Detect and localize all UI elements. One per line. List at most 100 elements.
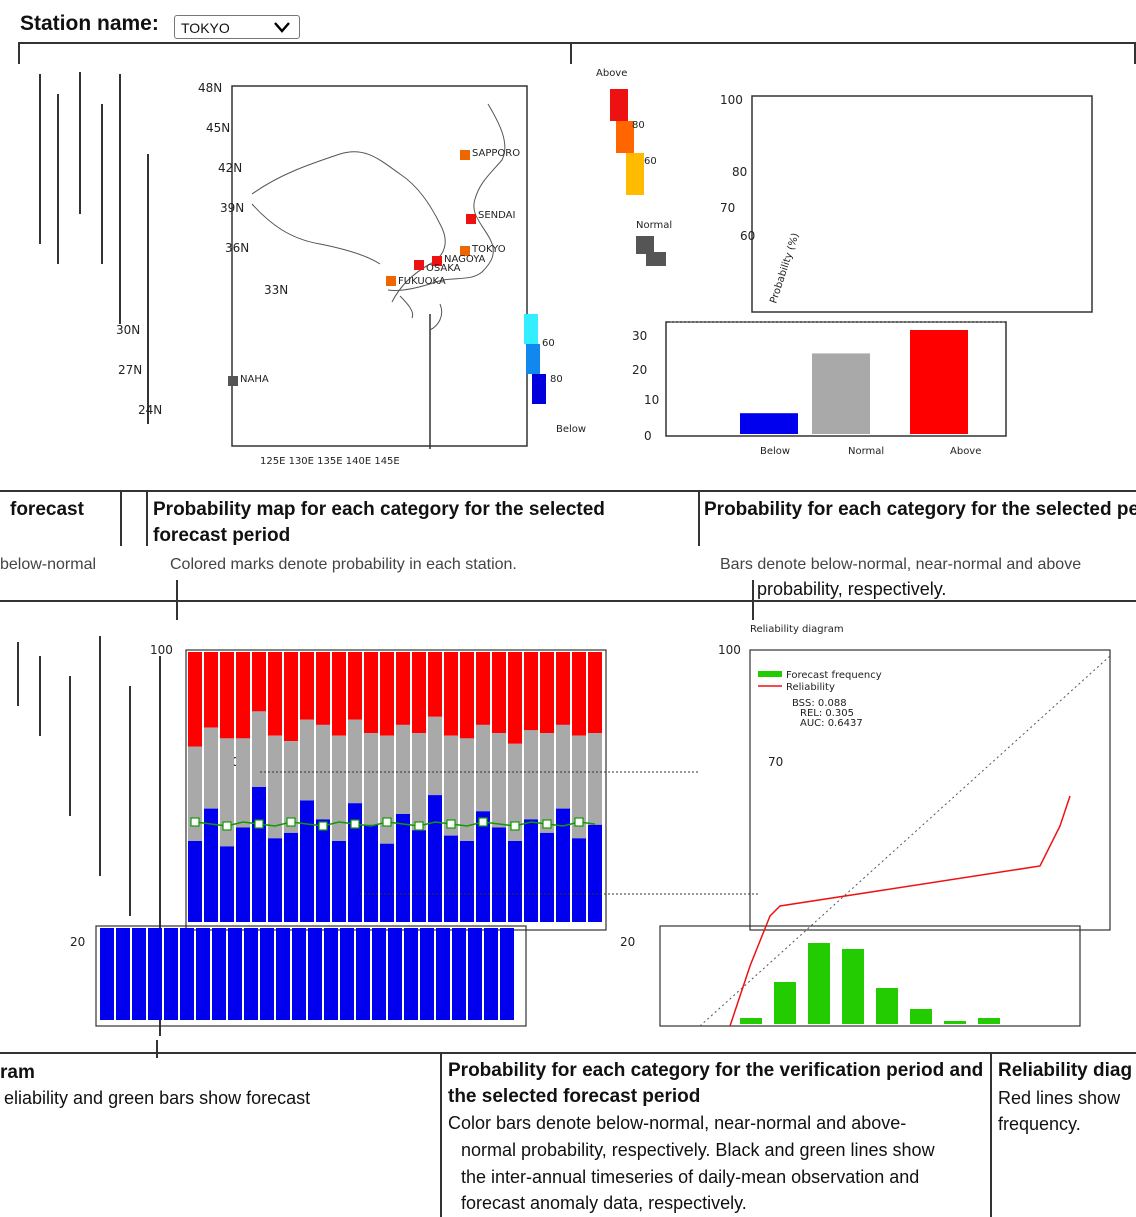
- caption-row1-div1: [120, 490, 122, 546]
- ts-bar-normal: [396, 724, 410, 814]
- ts-bar-normal: [444, 735, 458, 836]
- ts-lower-bar-below: [324, 928, 338, 1020]
- reliability-diagram: Reliability diagram Forecast frequency R…: [620, 624, 1111, 1027]
- ts-bar-above: [364, 652, 378, 733]
- station-select[interactable]: TOKYO: [174, 15, 300, 39]
- ts-bar-above: [412, 652, 426, 733]
- ts-lower-bar-below: [260, 928, 274, 1020]
- legend-tick-60: 60: [542, 338, 555, 349]
- forecast-frequency-bar-0: [740, 1018, 762, 1024]
- ts-bar-above: [236, 652, 250, 739]
- rel-y-tick-70: 70: [768, 755, 783, 769]
- timeseries-bar-chart: 100 70 20: [17, 636, 760, 1036]
- ts-bar-above: [476, 652, 490, 725]
- city-label-fukuoka: FUKUOKA: [398, 276, 446, 287]
- ts-bar-normal: [332, 735, 346, 841]
- ts-bar-above: [444, 652, 458, 736]
- ts-lower-bar-below: [468, 928, 482, 1020]
- caption-timeseries-body-d: forecast anomaly data, respectively.: [461, 1193, 747, 1213]
- ts-lower-bar-below: [244, 928, 258, 1020]
- forecast-anomaly-marker: [542, 819, 552, 829]
- ts-bar-normal: [588, 733, 602, 825]
- y-tick-80: 80: [732, 165, 747, 179]
- ts-bar-normal: [524, 730, 538, 820]
- caption-reliability-body-left: eliability and green bars show forecast: [4, 1088, 311, 1108]
- ts-lower-bar-below: [484, 928, 498, 1020]
- probability-map-panel: 48N 45N 42N 39N 36N 33N 30N 27N 24N SAPP…: [20, 64, 610, 474]
- row2-top-line: [0, 600, 1136, 602]
- city-label-naha: NAHA: [240, 374, 269, 385]
- ts-bar-normal: [572, 735, 586, 839]
- ts-bar-above: [284, 652, 298, 742]
- ts-bar-below: [364, 824, 378, 922]
- ts-bar-above: [540, 652, 554, 733]
- legend-reliability: Reliability: [786, 682, 835, 693]
- forecast-anomaly-line: [190, 817, 596, 831]
- ts-bar-above: [380, 652, 394, 736]
- category-bar-below: [740, 413, 798, 434]
- lat-label-39n: 39N: [220, 201, 244, 215]
- city-label-sendai: SENDAI: [478, 210, 515, 221]
- ts-bar-normal: [188, 746, 202, 841]
- chevron-down-icon: [274, 22, 290, 33]
- ts-lower-bar-below: [340, 928, 354, 1020]
- ts-lower-bar-below: [356, 928, 370, 1020]
- caption-reliability-body-a: Red lines show: [998, 1088, 1121, 1108]
- legend-below-label: Below: [556, 424, 586, 435]
- ts-bar-below: [300, 800, 314, 922]
- ts-bar-above: [428, 652, 442, 717]
- ts-bar-above: [572, 652, 586, 736]
- ts-bar-below: [460, 841, 474, 922]
- rel-y-tick-20: 20: [620, 935, 635, 949]
- ts-lower-bar-below: [196, 928, 210, 1020]
- caption-row2-div1: [440, 1052, 442, 1217]
- ts-bar-below: [380, 843, 394, 922]
- y-tick-0: 0: [644, 429, 652, 443]
- forecast-anomaly-marker: [382, 817, 392, 827]
- bss-score: BSS: 0.088: [792, 698, 847, 709]
- ts-lower-bar-below: [228, 928, 242, 1020]
- ts-bar-normal: [556, 724, 570, 809]
- forecast-anomaly-marker: [446, 819, 456, 829]
- ts-bar-normal: [492, 733, 506, 828]
- ts-lower-bar-below: [132, 928, 146, 1020]
- forecast-anomaly-marker: [286, 817, 296, 827]
- ts-bar-normal: [300, 719, 314, 801]
- ts-bar-below: [252, 787, 266, 922]
- ts-bar-below: [396, 814, 410, 922]
- ts-lower-bar-below: [308, 928, 322, 1020]
- caption-timeseries-body-b: normal probability, respectively. Black …: [461, 1140, 935, 1160]
- caption-row1-div3: [698, 490, 700, 546]
- forecast-anomaly-marker: [510, 821, 520, 831]
- ts-bar-above: [188, 652, 202, 747]
- ts-bar-normal: [460, 738, 474, 841]
- forecast-anomaly-marker: [318, 821, 328, 831]
- caption-forecast-body: below-normal: [0, 556, 97, 573]
- forecast-frequency-bar-10: [774, 982, 796, 1024]
- ts-lower-bar-below: [420, 928, 434, 1020]
- lat-label-36n: 36N: [225, 241, 249, 255]
- lat-label-27n: 27N: [118, 363, 142, 377]
- legend-above-tick-80: 80: [632, 120, 645, 131]
- y-tick-20: 20: [632, 363, 647, 377]
- ts-bar-normal: [508, 743, 522, 841]
- ts-bar-below: [236, 827, 250, 922]
- city-label-osaka: OSAKA: [426, 263, 461, 274]
- lat-label-48n: 48N: [198, 81, 222, 95]
- timeseries-bars: [100, 652, 602, 1020]
- ts-lower-bar-below: [292, 928, 306, 1020]
- ts-bar-above: [204, 652, 218, 728]
- probability-map: 48N 45N 42N 39N 36N 33N 30N 27N 24N SAPP…: [39, 72, 586, 467]
- x-label-above: Above: [950, 446, 981, 457]
- ts-bar-normal: [316, 724, 330, 820]
- ts-bar-below: [588, 824, 602, 922]
- y-tick-30: 30: [632, 329, 647, 343]
- caption-bar-title: Probability for each category for the se…: [704, 499, 1136, 520]
- ts-lower-bar-below: [388, 928, 402, 1020]
- lat-label-42n: 42N: [218, 161, 242, 175]
- lat-label-24n: 24N: [138, 403, 162, 417]
- ts-bar-below: [476, 811, 490, 922]
- ts-bar-normal: [380, 735, 394, 844]
- lat-label-30n: 30N: [116, 323, 140, 337]
- y-tick-100: 100: [720, 93, 743, 107]
